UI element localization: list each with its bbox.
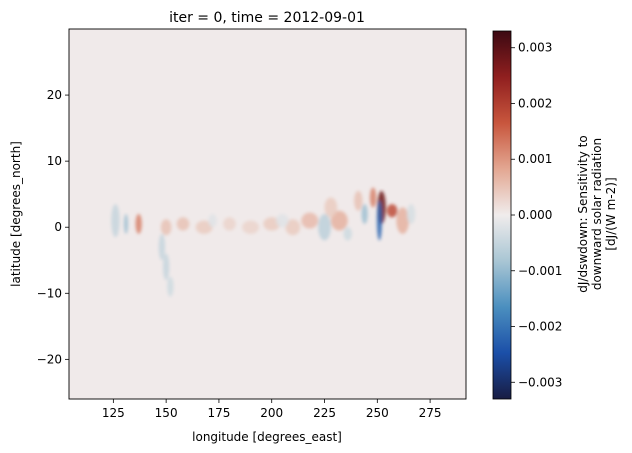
colorbar-tick-label: −0.002 (518, 320, 562, 334)
y-tick-label: 10 (47, 154, 62, 168)
x-tick-label: 225 (313, 406, 336, 420)
x-axis-label: longitude [degrees_east] (192, 430, 342, 444)
x-tick-label: 250 (366, 406, 389, 420)
heatmap-feature-8 (301, 212, 319, 229)
heatmap-feature-12 (223, 217, 236, 231)
colorbar-tick-label: 0.000 (518, 208, 552, 222)
heatmap-feature-7 (318, 214, 331, 241)
colorbar-label-line-2: downward solar radiation (590, 138, 604, 290)
chart-title: iter = 0, time = 2012-09-01 (169, 10, 365, 26)
x-tick-label: 125 (102, 406, 125, 420)
colorbar-label-line-1: dJ/dswdown: Sensitivity to (576, 135, 590, 292)
heatmap-feature-16 (135, 214, 142, 234)
x-tick-label: 175 (207, 406, 230, 420)
heatmap-feature-27 (208, 214, 217, 228)
y-tick-label: −10 (37, 286, 62, 300)
heatmap-feature-24 (324, 197, 338, 218)
heatmap-feature-23 (343, 227, 352, 241)
heatmap-feature-13 (195, 220, 213, 234)
heatmap-feature-17 (123, 214, 129, 234)
heatmap-feature-20 (162, 253, 170, 281)
heatmap-feature-11 (242, 220, 260, 234)
x-tick-label: 200 (260, 406, 283, 420)
colorbar-ticks: −0.003 −0.002 −0.001 0.000 0.001 0.002 0.003 (511, 41, 562, 389)
heatmap-feature-14 (176, 217, 190, 231)
heatmap-feature-22 (354, 190, 363, 211)
heatmap-feature-2 (386, 204, 398, 218)
heatmap-feature-1 (376, 200, 382, 241)
y-tick-label: −20 (37, 352, 62, 366)
colorbar-label: dJ/dswdown: Sensitivity to downward sola… (576, 135, 618, 292)
colorbar-tick-label: −0.001 (518, 264, 562, 278)
heatmap-feature-26 (275, 214, 289, 228)
heatmap-feature-3 (369, 187, 377, 208)
heatmap-feature-9 (285, 219, 301, 236)
colorbar-tick-label: 0.003 (518, 41, 552, 55)
heatmap-feature-5 (396, 207, 409, 234)
y-axis-ticks: −20 −10 0 10 20 (37, 88, 69, 366)
x-tick-label: 275 (419, 406, 442, 420)
heatmap-feature-21 (167, 276, 174, 297)
colorbar-label-line-3: [dJ/(W m-2)] (604, 177, 618, 250)
colorbar-tick-label: −0.003 (518, 375, 562, 389)
plot-frame (68, 28, 467, 400)
heatmap-feature-25 (406, 204, 416, 224)
x-axis-ticks: 125 150 175 200 225 250 275 (102, 399, 442, 420)
heatmap-feature-19 (158, 233, 166, 261)
heatmap-feature-6 (330, 210, 348, 231)
x-tick-label: 150 (155, 406, 178, 420)
y-axis-label: latitude [degrees_north] (9, 141, 23, 287)
heatmap-features (111, 187, 416, 297)
heatmap-feature-4 (361, 204, 368, 224)
colorbar (492, 30, 512, 400)
heatmap-feature-18 (111, 204, 120, 238)
colorbar-tick-label: 0.002 (518, 96, 552, 110)
heatmap-feature-15 (160, 219, 172, 236)
y-tick-label: 20 (47, 88, 62, 102)
y-tick-label: 0 (54, 220, 62, 234)
colorbar-tick-label: 0.001 (518, 152, 552, 166)
